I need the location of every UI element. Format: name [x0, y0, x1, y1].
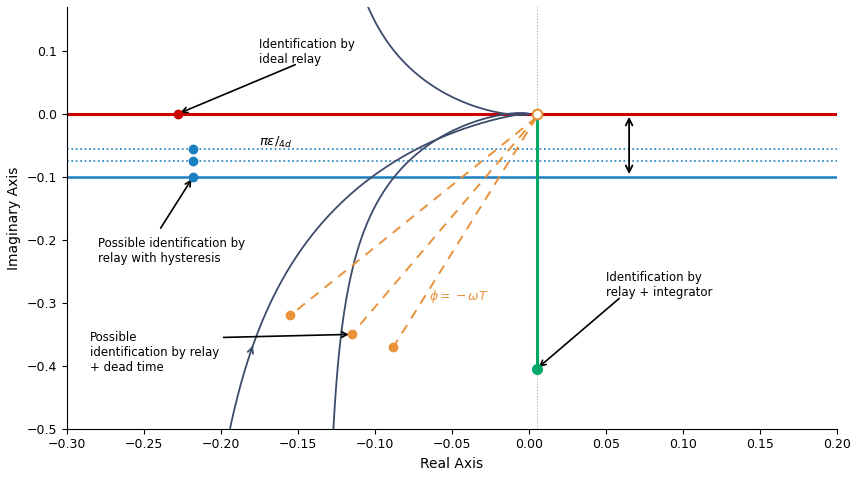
Text: Possible identification by
relay with hysteresis: Possible identification by relay with hy…: [98, 237, 245, 265]
Text: $\pi\varepsilon$/$_{4d}$: $\pi\varepsilon$/$_{4d}$: [259, 135, 293, 150]
Text: Identification by
ideal relay: Identification by ideal relay: [259, 38, 355, 66]
X-axis label: Real Axis: Real Axis: [420, 457, 483, 471]
Text: Possible
identification by relay
+ dead time: Possible identification by relay + dead …: [90, 331, 219, 374]
Text: $\phi = -\omega T$: $\phi = -\omega T$: [429, 288, 489, 304]
Text: Identification by
relay + integrator: Identification by relay + integrator: [606, 272, 712, 299]
Y-axis label: Imaginary Axis: Imaginary Axis: [7, 166, 21, 270]
